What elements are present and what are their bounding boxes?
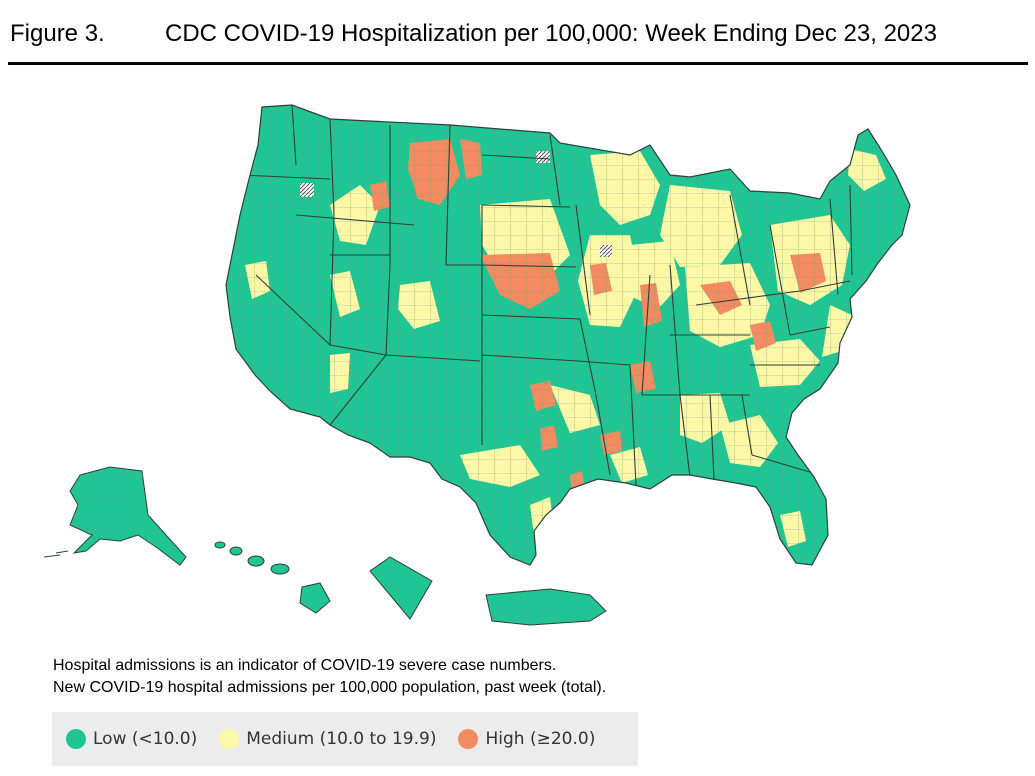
legend-label-high: High (≥20.0) bbox=[485, 729, 596, 749]
state-borders bbox=[239, 105, 853, 486]
us-county-map bbox=[30, 95, 1030, 635]
alaska bbox=[43, 466, 187, 566]
legend: Low (<10.0) Medium (10.0 to 19.9) High (… bbox=[52, 712, 638, 766]
figure-title: CDC COVID-19 Hospitalization per 100,000… bbox=[165, 20, 937, 47]
figure-label: Figure 3. bbox=[10, 20, 105, 47]
title-rule bbox=[8, 62, 1028, 65]
high-swatch bbox=[458, 729, 479, 749]
legend-item-medium: Medium (10.0 to 19.9) bbox=[219, 729, 436, 749]
legend-label-low: Low (<10.0) bbox=[93, 729, 198, 749]
legend-item-low: Low (<10.0) bbox=[66, 729, 197, 749]
medium-swatch bbox=[219, 729, 240, 749]
hawaii bbox=[214, 541, 331, 614]
legend-item-high: High (≥20.0) bbox=[458, 729, 595, 749]
note-line-2: New COVID-19 hospital admissions per 100… bbox=[53, 679, 607, 696]
legend-label-medium: Medium (10.0 to 19.9) bbox=[246, 729, 437, 749]
guam bbox=[369, 556, 433, 620]
note-line-1: Hospital admissions is an indicator of C… bbox=[53, 657, 557, 674]
puerto-rico bbox=[485, 588, 607, 626]
map-note: Hospital admissions is an indicator of C… bbox=[53, 655, 606, 699]
figure-header: Figure 3. CDC COVID-19 Hospitalization p… bbox=[0, 0, 1035, 70]
low-swatch bbox=[66, 729, 86, 749]
